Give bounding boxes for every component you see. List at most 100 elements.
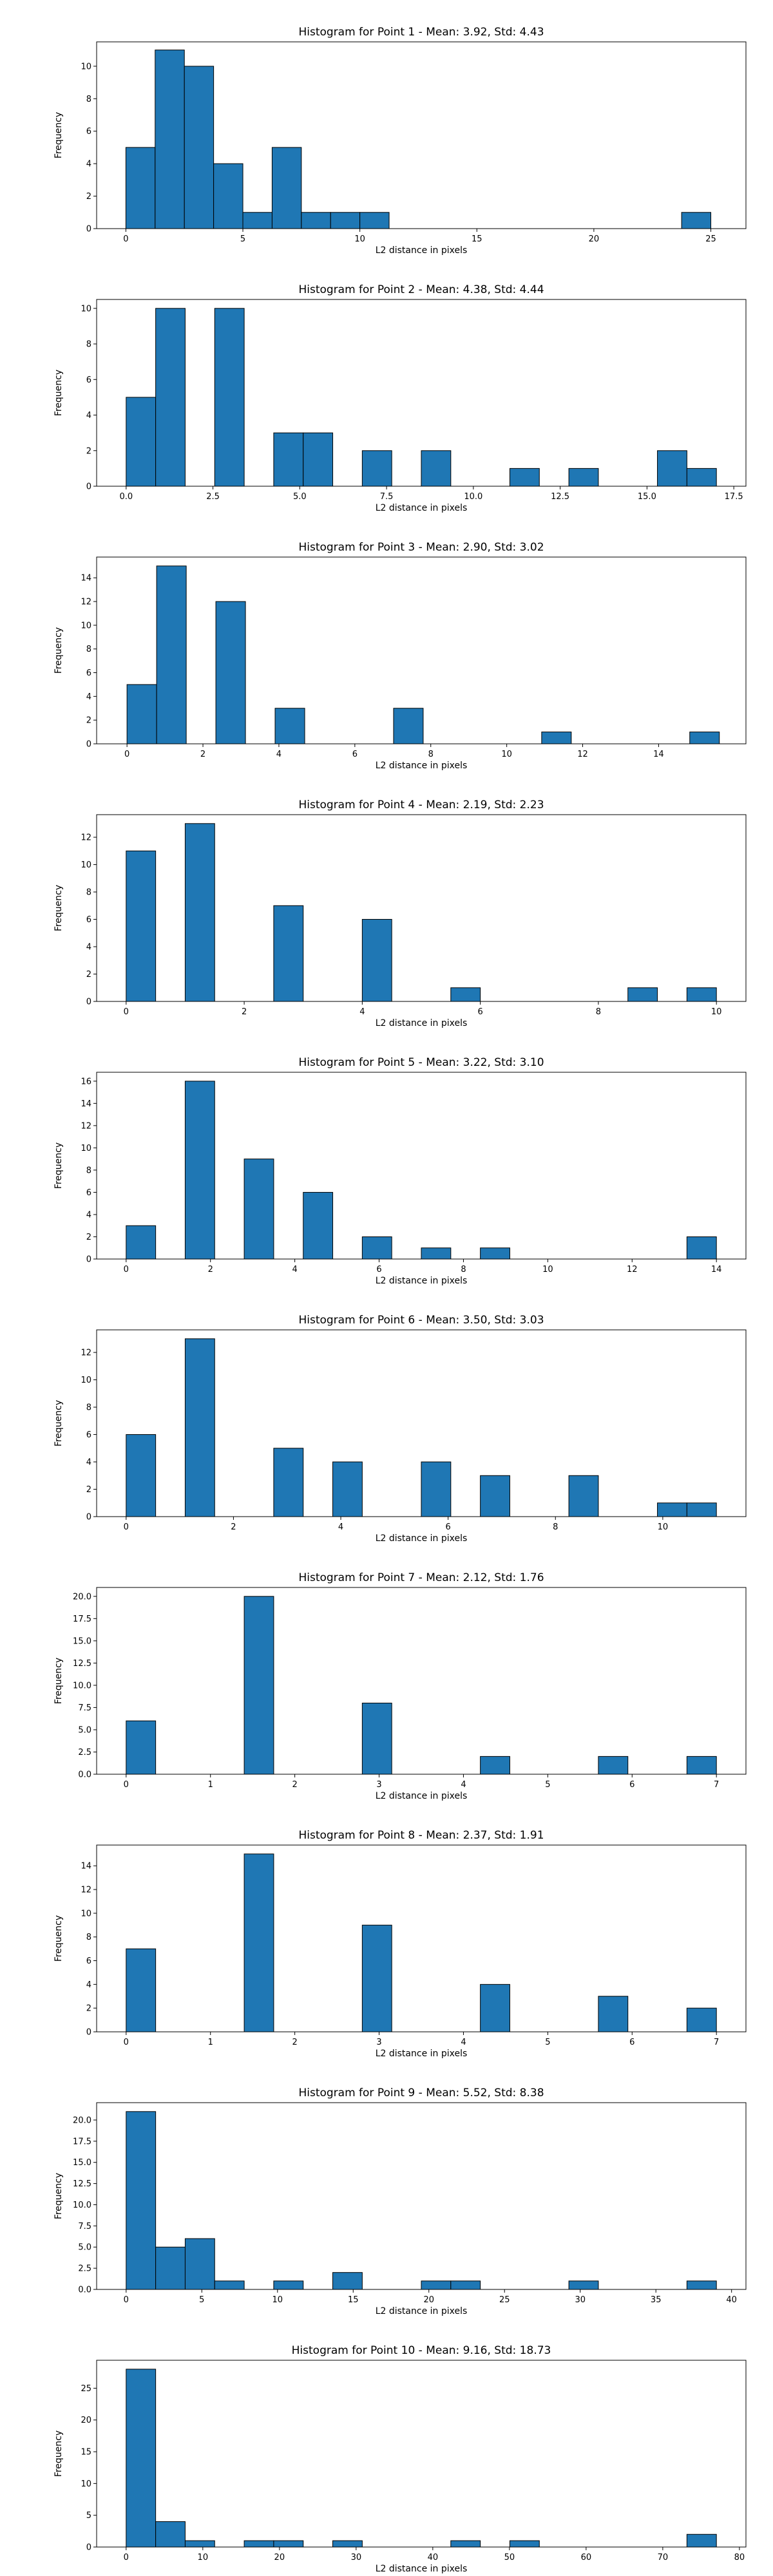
y-tick-label: 17.5 xyxy=(73,2137,91,2146)
x-axis-label: L2 distance in pixels xyxy=(376,1018,468,1028)
x-tick-label: 60 xyxy=(581,2553,592,2562)
y-tick-label: 15.0 xyxy=(73,1636,91,1646)
y-tick-label: 4 xyxy=(86,411,91,421)
y-tick-label: 0 xyxy=(86,2028,91,2038)
y-axis-label: Frequency xyxy=(53,1915,64,1962)
y-tick-label: 12 xyxy=(81,833,91,843)
histogram-bar xyxy=(627,987,658,1002)
x-tick-label: 20 xyxy=(423,2295,434,2305)
bars xyxy=(126,308,717,487)
y-tick-label: 2 xyxy=(86,192,91,202)
x-tick-label: 0 xyxy=(124,750,129,759)
chart-title: Histogram for Point 10 - Mean: 9.16, Std… xyxy=(292,2344,551,2357)
plot-frame xyxy=(96,1329,747,1517)
x-tick-label: 40 xyxy=(726,2295,737,2305)
x-tick-label: 30 xyxy=(351,2553,362,2562)
y-tick-label: 15.0 xyxy=(73,2158,91,2168)
y-tick-label: 4 xyxy=(86,1980,91,1990)
x-axis-label: L2 distance in pixels xyxy=(376,1791,468,1801)
x-tick-label: 10 xyxy=(272,2295,283,2305)
y-tick-label: 12 xyxy=(81,1886,91,1895)
x-tick-label: 4 xyxy=(276,750,282,759)
y-tick-label: 10 xyxy=(81,304,91,314)
y-tick-label: 0 xyxy=(86,740,91,750)
y-tick-label: 4 xyxy=(86,692,91,702)
y-tick-label: 5 xyxy=(86,2511,91,2521)
y-tick-label: 0.0 xyxy=(78,2286,91,2295)
histogram-svg-5: 0 2 4 6 8 10 12 14 0 2 4 6 8 10 12 14 16 Histogram for Po… xyxy=(53,1056,747,1286)
y-tick-label: 5.0 xyxy=(78,1725,91,1735)
histogram-bar xyxy=(273,905,304,1002)
histogram-bar xyxy=(332,2272,363,2290)
x-tick-label: 30 xyxy=(575,2295,586,2305)
histogram-bar xyxy=(421,450,452,487)
y-tick-label: 14 xyxy=(81,1099,91,1109)
histogram-bar xyxy=(681,212,712,229)
y-axis-label: Frequency xyxy=(53,2173,64,2219)
x-tick-label: 10.0 xyxy=(464,492,482,502)
histogram-bar xyxy=(450,2280,481,2290)
y-tick-label: 8 xyxy=(86,888,91,898)
x-tick-label: 4 xyxy=(292,1265,297,1274)
chart-title: Histogram for Point 5 - Mean: 3.22, Std:… xyxy=(298,1056,544,1069)
x-axis-label: L2 distance in pixels xyxy=(376,245,468,256)
histogram-bar xyxy=(393,708,424,744)
y-tick-label: 10 xyxy=(81,62,91,71)
histogram-bar xyxy=(361,1924,392,2032)
histogram-panel-9: 0 5 10 15 20 25 30 35 40 0.0 2.5 5.0 7.5 10.0 12.5 15.0… xyxy=(0,2061,773,2318)
histogram-bar xyxy=(184,2238,215,2290)
x-tick-label: 10 xyxy=(501,750,512,759)
histogram-bar xyxy=(303,1191,334,1260)
x-axis-label: L2 distance in pixels xyxy=(376,2049,468,2059)
histogram-panel-5: 0 2 4 6 8 10 12 14 0 2 4 6 8 10 12 14 16 Histogram for Po… xyxy=(0,1030,773,1288)
x-tick-label: 4 xyxy=(461,1780,466,1790)
y-axis-label: Frequency xyxy=(53,2430,64,2477)
x-tick-label: 17.5 xyxy=(725,492,743,502)
histogram-bar xyxy=(125,147,156,229)
x-tick-label: 5.0 xyxy=(293,492,307,502)
x-tick-label: 35 xyxy=(651,2295,662,2305)
bars xyxy=(126,1338,717,1517)
x-tick-label: 8 xyxy=(428,750,434,759)
y-tick-label: 4 xyxy=(86,1210,91,1220)
x-tick-label: 25 xyxy=(705,234,716,244)
y-tick-label: 0 xyxy=(86,2543,91,2553)
histogram-bar xyxy=(126,1225,157,1260)
x-tick-label: 1 xyxy=(208,2038,213,2047)
x-axis-label: L2 distance in pixels xyxy=(376,2306,468,2316)
y-tick-label: 25 xyxy=(81,2384,91,2394)
x-tick-label: 7 xyxy=(714,2038,719,2047)
x-tick-label: 25 xyxy=(499,2295,510,2305)
x-axis-label: L2 distance in pixels xyxy=(376,1533,468,1544)
histogram-bar xyxy=(686,1756,717,1775)
x-tick-label: 12 xyxy=(577,750,588,759)
y-tick-label: 10.0 xyxy=(73,1681,91,1690)
histogram-bar xyxy=(480,1756,510,1775)
histogram-bar xyxy=(215,601,246,744)
x-tick-label: 10 xyxy=(711,1007,722,1017)
histogram-svg-3: 0 2 4 6 8 10 12 14 0 2 4 6 8 10 12 14 Histogram for Poin… xyxy=(53,541,747,771)
x-tick-label: 2 xyxy=(292,1780,297,1790)
y-tick-label: 10 xyxy=(81,1144,91,1153)
x-tick-label: 5 xyxy=(199,2295,204,2305)
bars xyxy=(126,1596,717,1775)
y-tick-label: 2.5 xyxy=(78,2264,91,2274)
histogram-bar xyxy=(184,823,215,1002)
chart-title: Histogram for Point 7 - Mean: 2.12, Std:… xyxy=(298,1571,544,1584)
histogram-panel-10: 0 10 20 30 40 50 60 70 80 0 5 10 15 20 25 Histogram for… xyxy=(0,2318,773,2576)
histogram-bar xyxy=(301,212,331,229)
x-tick-label: 8 xyxy=(461,1265,466,1274)
histogram-bar xyxy=(686,987,717,1002)
histogram-bar xyxy=(450,987,481,1002)
histogram-bar xyxy=(155,2521,186,2548)
x-tick-label: 4 xyxy=(461,2038,466,2047)
x-tick-label: 2.5 xyxy=(206,492,220,502)
x-tick-label: 5 xyxy=(240,234,245,244)
plot-frame xyxy=(96,556,747,744)
histogram-bar xyxy=(126,397,157,487)
histogram-bar xyxy=(303,432,334,487)
histogram-bar xyxy=(184,1081,215,1260)
histogram-panel-3: 0 2 4 6 8 10 12 14 0 2 4 6 8 10 12 14 Histogram for Poin… xyxy=(0,515,773,773)
histogram-svg-7: 0 1 2 3 4 5 6 7 0.0 2.5 5.0 7.5 10.0 12.5 15.0 17.5 20.0… xyxy=(53,1571,747,1801)
